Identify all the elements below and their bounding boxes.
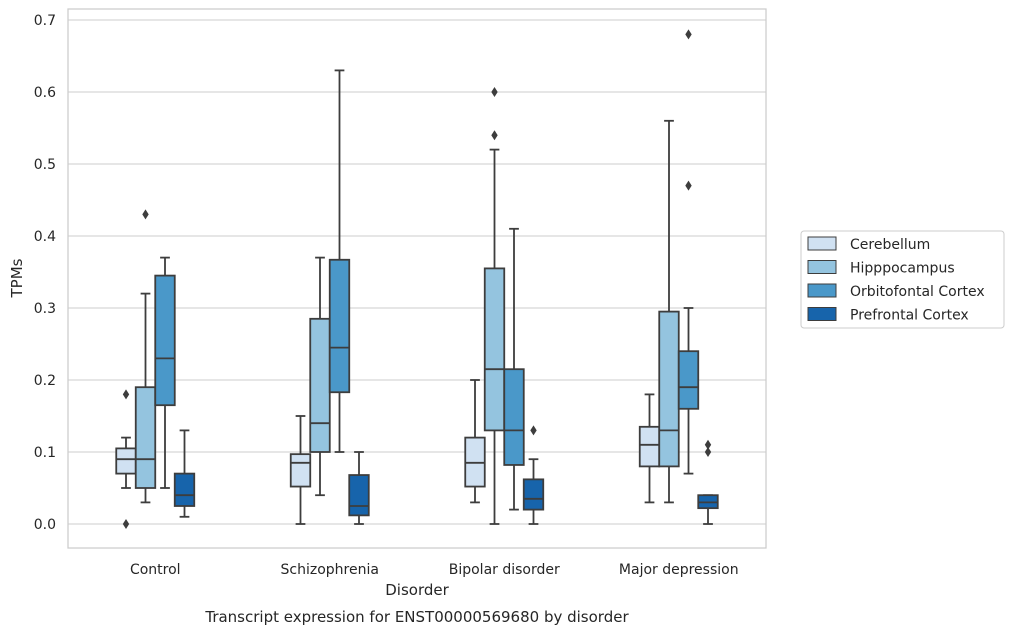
y-axis-title: TPMs [8, 258, 26, 298]
legend-label: Cerebellum [850, 237, 930, 253]
box [677, 29, 700, 475]
y-tick-label: 0.3 [34, 301, 56, 317]
boxes [115, 29, 719, 529]
box-iqr [309, 317, 331, 453]
outlier-point [491, 130, 498, 141]
outlier-point [685, 29, 692, 40]
x-tick-label: Control [130, 562, 181, 578]
outlier-point [530, 425, 537, 436]
outlier-point [685, 180, 692, 191]
x-tick-label: Schizophrenia [281, 562, 379, 578]
outlier-point [122, 389, 130, 400]
y-tick-label: 0.5 [34, 157, 56, 173]
box [483, 87, 506, 525]
outlier-point [142, 209, 149, 220]
x-tick-labels: Control Schizophrenia Bipolar disorder Majo… [130, 562, 739, 578]
box-iqr [348, 474, 370, 517]
box [154, 256, 176, 489]
x-tick-label: Major depression [619, 562, 739, 578]
plot-frame [67, 8, 767, 549]
legend-label: Hipppocampus [850, 261, 955, 277]
box [115, 389, 137, 529]
box-iqr [289, 453, 312, 488]
box [503, 227, 525, 511]
outlier-point [491, 87, 498, 97]
box-iqr [522, 478, 545, 511]
legend-swatch [807, 260, 837, 274]
legend-swatch [807, 307, 837, 321]
box-iqr [658, 310, 680, 468]
outlier-point [704, 439, 712, 450]
legend-frame [800, 230, 1005, 329]
box [289, 415, 312, 525]
legend-label: Orbitofontal Cortex [850, 284, 985, 300]
outlier-point [122, 519, 130, 529]
chart-title: Transcript expression for ENST0000056968… [204, 608, 629, 626]
box-iqr [115, 447, 137, 475]
y-tick-labels: 0.0 0.1 0.2 0.3 0.4 0.5 0.6 0.7 [34, 13, 56, 533]
box-iqr [638, 425, 661, 468]
box [134, 209, 157, 504]
legend: Cerebellum Hipppocampus Orbitofontal Corte… [800, 230, 1005, 329]
x-axis-title: Disorder [385, 581, 449, 599]
legend-label: Prefrontal Cortex [850, 308, 969, 324]
box [173, 429, 196, 518]
y-tick-label: 0.7 [34, 13, 56, 29]
box-iqr [328, 258, 351, 394]
y-tick-label: 0.1 [34, 445, 56, 461]
box-iqr [483, 267, 506, 432]
x-tick-label: Bipolar disorder [449, 562, 560, 578]
legend-swatch [807, 236, 837, 251]
box-iqr [154, 274, 176, 407]
box [697, 439, 719, 525]
y-tick-label: 0.4 [34, 229, 56, 245]
box [309, 256, 331, 497]
box [464, 379, 486, 504]
box [328, 69, 351, 453]
box [522, 425, 545, 525]
legend-swatch [807, 283, 837, 298]
box [348, 451, 370, 525]
box-iqr [134, 386, 157, 489]
y-tick-label: 0.0 [34, 517, 56, 533]
outlier-point [704, 447, 712, 457]
box [658, 119, 680, 504]
box-iqr [173, 472, 196, 507]
y-tick-label: 0.6 [34, 85, 56, 101]
box-iqr [677, 350, 700, 410]
y-tick-label: 0.2 [34, 373, 56, 389]
box-iqr [503, 368, 525, 466]
